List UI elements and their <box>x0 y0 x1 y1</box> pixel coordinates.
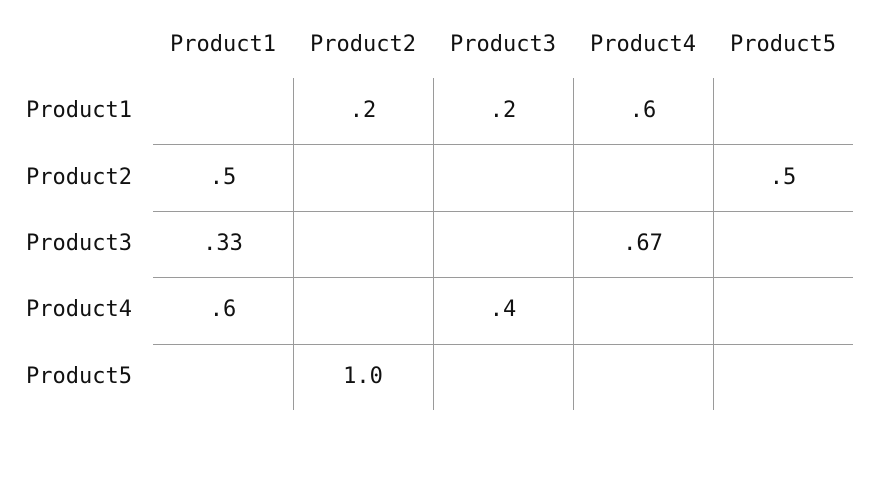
grid-line-horizontal <box>153 277 853 278</box>
table-cell-value: 1.0 <box>343 363 383 389</box>
column-header: Product1 <box>170 32 276 57</box>
table-cell-value: .2 <box>349 98 377 124</box>
column-header: Product4 <box>590 32 696 57</box>
table-cell-value: .2 <box>489 98 517 124</box>
row-header: Product4 <box>26 297 132 323</box>
column-header: Product2 <box>310 32 416 57</box>
grid-line-vertical <box>573 78 574 410</box>
table-cell-value: .67 <box>623 231 663 256</box>
grid-line-vertical <box>293 78 294 410</box>
row-header: Product3 <box>26 231 132 256</box>
column-header: Product5 <box>730 32 836 57</box>
row-header: Product1 <box>26 98 132 124</box>
grid-line-vertical <box>713 78 714 410</box>
grid-line-horizontal <box>153 211 853 212</box>
row-header: Product2 <box>26 164 132 190</box>
table-cell-value: .5 <box>209 164 237 190</box>
column-header: Product3 <box>450 32 556 57</box>
table-cell-value: .4 <box>489 297 517 323</box>
table-cell-value: .33 <box>203 231 243 256</box>
table-cell-value: .6 <box>209 297 237 323</box>
grid-line-horizontal <box>153 344 853 345</box>
row-header: Product5 <box>26 363 132 389</box>
table-cell-value: .6 <box>629 98 657 124</box>
grid-line-vertical <box>433 78 434 410</box>
grid-line-horizontal <box>153 144 853 145</box>
table-cell-value: .5 <box>769 164 797 190</box>
